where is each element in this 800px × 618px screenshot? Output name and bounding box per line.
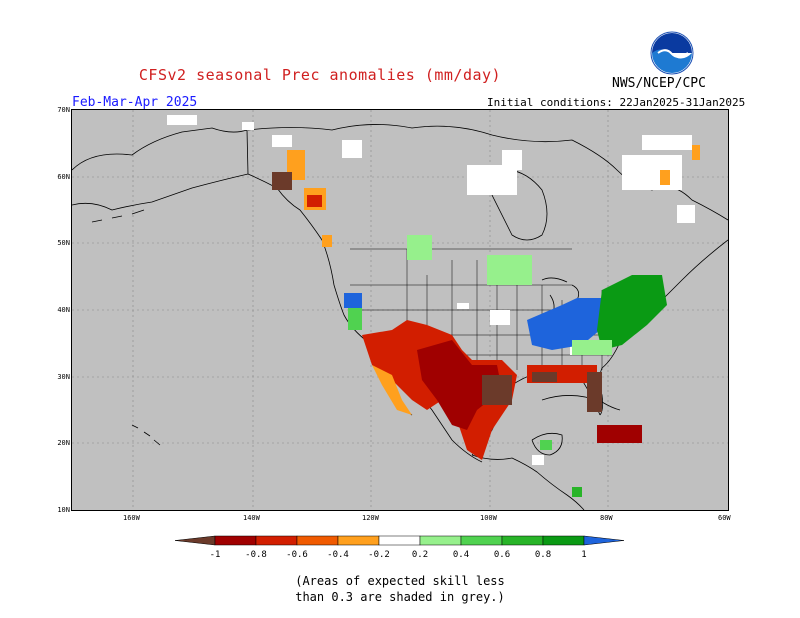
colorbar-tick-labels: -1 -0.8 -0.6 -0.4 -0.2 0.2 0.4 0.6 0.8 1 <box>210 550 587 560</box>
patch-northeast-green <box>597 275 667 350</box>
patch-pnw-green <box>348 308 362 330</box>
lon-label-140w: 140W <box>243 514 260 522</box>
hudson-bay <box>491 168 548 241</box>
patch-texas-dark <box>482 375 512 405</box>
patch-near-zero <box>272 135 292 147</box>
colorbar-tick-label: 0.4 <box>453 550 469 560</box>
lon-label-80w: 80W <box>600 514 613 522</box>
colorbar-swatch <box>542 535 585 546</box>
colorbar-swatch <box>501 535 544 546</box>
lat-label-30n: 30N <box>57 373 70 381</box>
lat-label-20n: 20N <box>57 439 70 447</box>
patch-near-zero <box>490 310 510 325</box>
skill-note-line2: than 0.3 are shaded in grey.) <box>295 590 505 604</box>
colorbar-tick-label: -0.6 <box>286 550 308 560</box>
patch-plains-green <box>407 235 432 260</box>
patch-pnw-blue <box>344 293 362 308</box>
central-america <box>471 454 585 510</box>
patch-florida-dark <box>587 372 602 412</box>
patch-near-zero <box>502 150 522 170</box>
skill-note-line1: (Areas of expected skill less <box>295 574 505 588</box>
patch-baja-orange <box>372 365 412 415</box>
colorbar-swatch <box>419 535 462 546</box>
lat-label-10n: 10N <box>57 506 70 514</box>
patch-cam-green <box>572 487 582 497</box>
colorbar-arrow-low <box>174 535 216 546</box>
patch-plains-green <box>487 255 532 285</box>
anomaly-map <box>71 109 729 511</box>
colorbar-swatch <box>378 535 421 546</box>
patch-near-zero <box>242 122 254 130</box>
colorbar-swatch <box>255 535 298 546</box>
colorbar-swatch <box>296 535 339 546</box>
lon-label-160w: 160W <box>123 514 140 522</box>
patch-midwest-blue <box>527 298 602 350</box>
alaska-southwest <box>72 173 249 211</box>
patch-labrador <box>692 145 700 160</box>
hawaii <box>131 424 161 446</box>
colorbar-swatch <box>460 535 503 546</box>
colorbar-swatches <box>174 535 625 546</box>
patch-alaska-red <box>307 195 322 207</box>
aleutians <box>91 209 145 223</box>
initial-conditions-label: Initial conditions: 22Jan2025-31Jan2025 <box>487 96 746 109</box>
patch-northeast-light <box>572 340 612 355</box>
colorbar-tick-label: -0.2 <box>368 550 390 560</box>
colorbar-tick-label: 1 <box>581 550 586 560</box>
lon-label-100w: 100W <box>480 514 497 522</box>
patch-yucatan-green <box>540 440 552 450</box>
yucatan <box>531 432 563 456</box>
colorbar-arrow-high <box>583 535 625 546</box>
anomaly-shading <box>167 115 700 497</box>
colorbar-tick-label: -0.8 <box>245 550 267 560</box>
patch-near-zero <box>532 455 544 465</box>
patch-near-zero <box>677 205 695 223</box>
patch-near-zero <box>622 155 682 190</box>
lon-label-60w: 60W <box>718 514 731 522</box>
colorbar: -1 -0.8 -0.6 -0.4 -0.2 0.2 0.4 0.6 0.8 1 <box>174 535 625 560</box>
colorbar-swatch <box>337 535 380 546</box>
colorbar-tick-label: -0.4 <box>327 550 349 560</box>
lon-label-120w: 120W <box>362 514 379 522</box>
patch-gulf-dark <box>532 372 557 382</box>
patch-bc-coast <box>322 235 332 247</box>
colorbar-tick-label: 0.8 <box>535 550 551 560</box>
lat-label-50n: 50N <box>57 239 70 247</box>
patch-near-zero <box>167 115 197 125</box>
colorbar-swatch <box>214 535 257 546</box>
colorbar-tick-label: -1 <box>210 550 221 560</box>
patch-near-zero <box>342 140 362 158</box>
patch-mexico-dark-red <box>417 340 502 430</box>
patch-near-zero <box>642 135 692 150</box>
lat-label-60n: 60N <box>57 173 70 181</box>
map-title: CFSv2 seasonal Prec anomalies (mm/day) <box>138 66 502 84</box>
patch-labrador <box>660 170 670 185</box>
patch-near-zero <box>457 303 469 309</box>
lat-label-70n: 70N <box>57 106 70 114</box>
patch-alaska-dark <box>272 172 292 190</box>
lat-label-40n: 40N <box>57 306 70 314</box>
agency-label: NWS/NCEP/CPC <box>612 76 706 91</box>
season-label: Feb-Mar-Apr 2025 <box>72 95 198 110</box>
noaa-logo <box>650 31 694 75</box>
patch-caribbean-red <box>597 425 642 443</box>
colorbar-tick-label: 0.6 <box>494 550 510 560</box>
colorbar-tick-label: 0.2 <box>412 550 428 560</box>
